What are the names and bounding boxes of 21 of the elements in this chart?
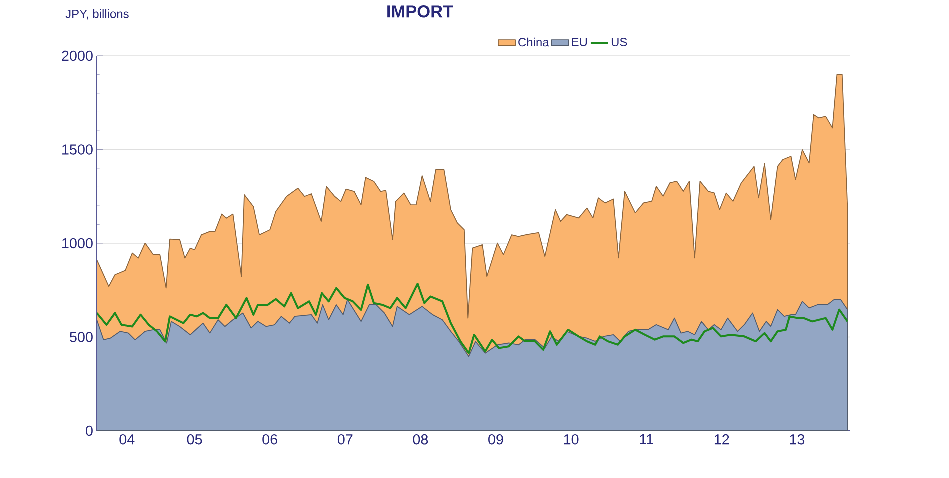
- line-series: [97, 282, 849, 354]
- legend-label: China: [518, 38, 550, 47]
- y-axis-title: JPY, billions: [66, 10, 129, 20]
- legend-label: EU: [572, 38, 588, 46]
- y-tick-label: 1000: [62, 238, 93, 249]
- x-tick-label: 08: [413, 434, 428, 445]
- x-tick-label: 05: [187, 434, 202, 445]
- y-tick-label: 1500: [62, 144, 93, 155]
- y-tick-label: 500: [70, 332, 93, 342]
- x-tick-label: 13: [790, 434, 805, 445]
- x-tick-label: 06: [262, 434, 278, 445]
- x-tick-label: 09: [488, 434, 504, 445]
- x-tick-label: 10: [564, 434, 579, 445]
- x-tick-label: 07: [338, 434, 353, 445]
- chart-title: IMPORT: [388, 6, 454, 18]
- legend-label: US: [612, 38, 628, 46]
- y-tick-label: 2000: [62, 50, 93, 62]
- x-tick-label: 04: [120, 434, 135, 445]
- x-tick-label: 12: [714, 434, 730, 445]
- y-tick-label: 0: [86, 426, 93, 436]
- x-tick-label: 11: [640, 434, 654, 444]
